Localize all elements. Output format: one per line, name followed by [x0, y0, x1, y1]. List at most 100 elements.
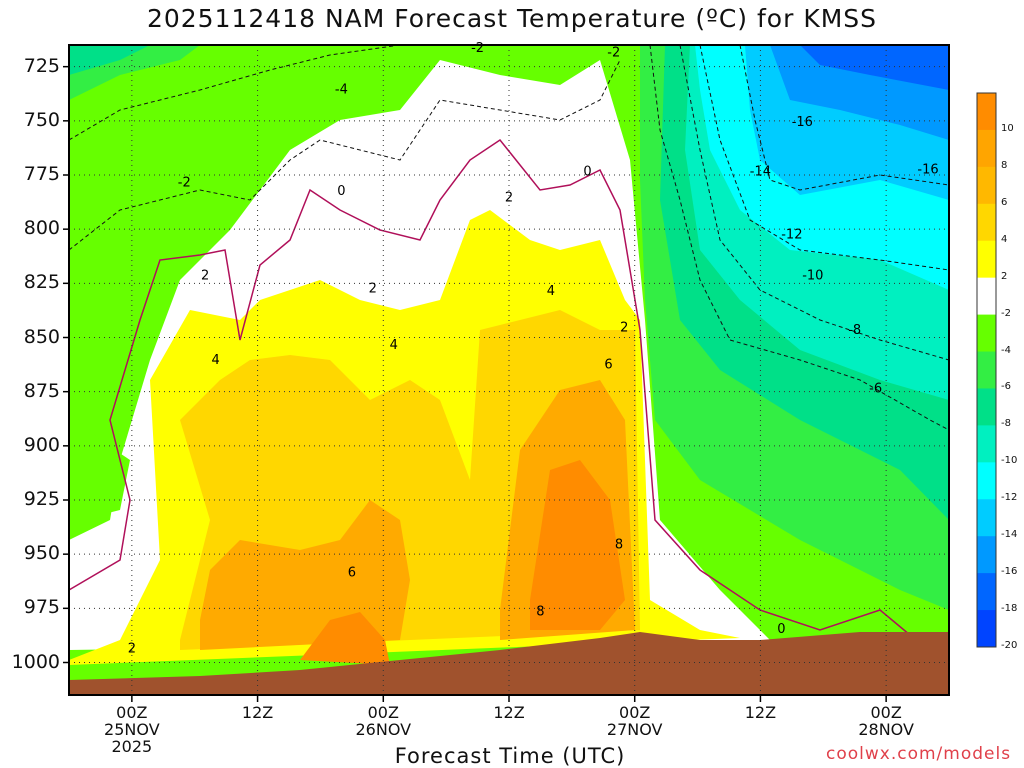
band-6-8-left — [200, 500, 410, 650]
y-tick-label: 775 — [23, 163, 60, 185]
x-tick-line1: 00Z — [870, 703, 902, 722]
x-tick-line1: 00Z — [619, 703, 651, 722]
colorbar-label: -8 — [1001, 418, 1011, 430]
contour-label: 2 — [505, 191, 513, 206]
colorbar — [976, 92, 997, 648]
band-minus6-left — [69, 45, 150, 75]
x-tick-line2: 27NOV — [606, 720, 663, 739]
contour-label: -2 — [607, 46, 620, 61]
contour-label: 4 — [390, 338, 398, 353]
colorbar-label: -12 — [1001, 492, 1018, 504]
contour-label: 8 — [615, 537, 623, 552]
contour-minus10 — [679, 45, 949, 361]
y-tick-label: 1000 — [11, 650, 60, 673]
band-minus20 — [800, 45, 949, 90]
contour-label: 6 — [604, 358, 612, 373]
colorbar-swatch — [977, 166, 996, 205]
x-tick-line1: 12Z — [744, 703, 777, 722]
colorbar-label: -6 — [1001, 381, 1011, 393]
colorbar-swatch — [977, 536, 996, 574]
colorbar-swatch — [977, 425, 996, 463]
x-tick-label: 00Z 26NOV — [353, 704, 413, 738]
y-tick-label: 850 — [23, 325, 60, 348]
colorbar-label: 4 — [1001, 233, 1008, 245]
y-tick-label: 825 — [23, 271, 60, 294]
colorbar-swatch — [977, 610, 996, 648]
colorbar-swatch — [977, 93, 996, 131]
contour-label: -10 — [802, 269, 823, 284]
colorbar-label: -4 — [1001, 344, 1011, 356]
band-minus2-patch — [69, 410, 130, 520]
x-tick-line3: 2025 — [111, 737, 153, 756]
colorbar-label: 8 — [1001, 159, 1008, 171]
x-tick-label: 12Z — [479, 704, 539, 721]
y-tick-label: 975 — [23, 596, 60, 619]
contour-label: 4 — [212, 353, 220, 368]
contour-minus2 — [69, 59, 621, 251]
y-tick-label: 800 — [23, 217, 60, 240]
colorbar-label: -14 — [1001, 529, 1018, 541]
colorbar-frame — [976, 92, 997, 648]
y-tick-label: 750 — [23, 108, 60, 131]
contour-label: 0 — [337, 184, 345, 199]
grid — [63, 45, 949, 702]
x-tick-line1: 00Z — [116, 703, 148, 722]
x-tick-line2: 25NOV — [104, 720, 160, 739]
x-tick-label: 00Z 25NOV 2025 — [102, 704, 162, 755]
contour-label: -14 — [750, 165, 771, 180]
colorbar-label: 2 — [1001, 270, 1008, 282]
x-tick-line1: 00Z — [367, 703, 399, 722]
contour-label: -16 — [917, 163, 938, 178]
contour-minus4 — [69, 45, 401, 141]
colorbar-swatch — [977, 351, 996, 389]
band-8-10-right — [530, 460, 625, 630]
colorbar-swatch — [977, 573, 996, 611]
contour-label: -2 — [471, 41, 484, 56]
x-tick-line1: 12Z — [241, 703, 274, 722]
contour-labels: -2 -2 -4 -2 0 0 2 -16 -16 -14 -12 -10 -8 -6 2 2 4 2 4 4 6 6 8 8… — [128, 41, 939, 656]
band-8-10-left — [300, 612, 390, 665]
y-tick-label: 950 — [23, 542, 60, 565]
chart-title: 2025112418 NAM Forecast Temperature (ºC)… — [146, 4, 878, 33]
contour-label: -6 — [869, 381, 882, 396]
y-tick-label: 925 — [23, 488, 60, 510]
colorbar-label: -18 — [1001, 603, 1018, 615]
contour-label: 0 — [777, 622, 785, 637]
contour-label: 4 — [547, 284, 555, 299]
contour-label: -8 — [848, 323, 861, 338]
x-tick-label: 12Z — [730, 704, 790, 721]
colorbar-swatch — [977, 499, 996, 537]
x-axis-label: Forecast Time (UTC) — [394, 744, 626, 768]
contour-minus14 — [739, 45, 949, 191]
colorbar-label: 6 — [1001, 196, 1008, 208]
colorbar-swatch — [977, 314, 996, 353]
colorbar-swatch — [977, 388, 996, 426]
x-tick-line1: 12Z — [493, 703, 525, 722]
plot-frame — [68, 44, 950, 696]
colorbar-label: 10 — [1001, 122, 1014, 134]
colorbar-swatch — [977, 462, 996, 500]
contour-label: -4 — [335, 82, 348, 97]
y-tick-label: 725 — [23, 54, 60, 77]
colorbar-label: -2 — [1001, 307, 1011, 319]
contour-label: 2 — [620, 321, 628, 336]
contour-label: 2 — [128, 641, 136, 656]
ground-surface — [69, 632, 949, 695]
colorbar-swatch — [977, 129, 996, 168]
contour-minus12 — [699, 45, 949, 271]
x-tick-label: 00Z 28NOV — [856, 704, 916, 738]
y-tick-label: 875 — [23, 379, 60, 402]
y-tick-label: 900 — [23, 433, 60, 456]
colorbar-swatch — [977, 240, 996, 279]
credit-link[interactable]: coolwx.com/models — [826, 744, 1012, 764]
contour-label: 6 — [348, 566, 356, 581]
contour-label: -2 — [178, 176, 191, 191]
colorbar-label: -16 — [1001, 566, 1018, 578]
colorbar-label: -20 — [1001, 640, 1018, 651]
zero-isotherm — [69, 138, 911, 636]
contour-label: -12 — [781, 228, 802, 243]
x-tick-line2: 28NOV — [858, 720, 914, 739]
contour-label: 2 — [369, 282, 377, 297]
x-tick-label: 00Z 27NOV — [605, 704, 665, 738]
